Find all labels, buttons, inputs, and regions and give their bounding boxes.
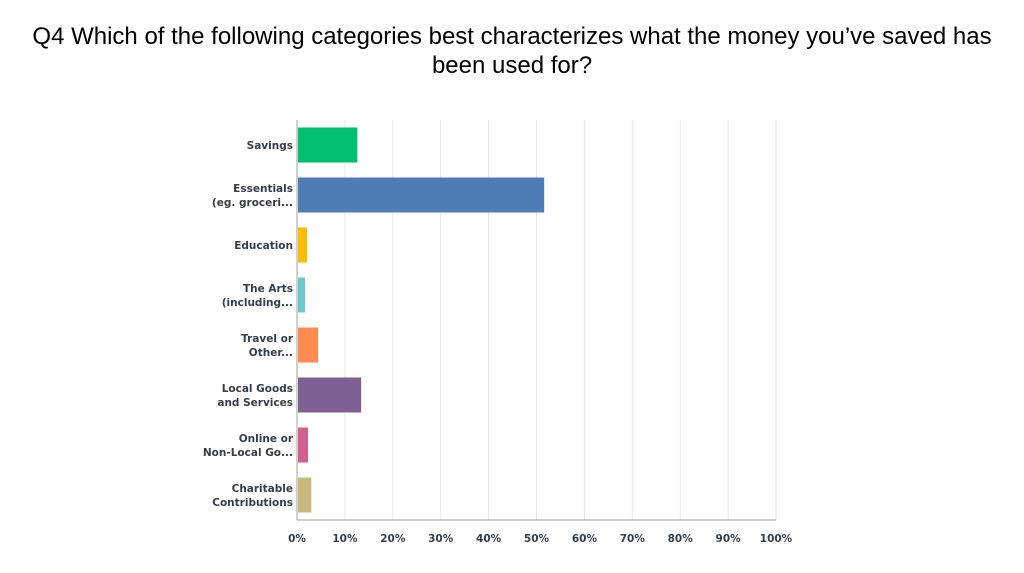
- category-label: Education: [234, 240, 293, 252]
- bar: [298, 327, 319, 363]
- bar: [298, 427, 309, 463]
- x-tick-label: 70%: [620, 533, 646, 545]
- category-label: Travel or Other...: [241, 333, 294, 359]
- bar: [298, 177, 545, 213]
- category-label: Charitable Contributions: [212, 483, 293, 509]
- x-tick-label: 0%: [288, 533, 306, 545]
- bar: [298, 477, 312, 513]
- bar: [298, 227, 308, 263]
- category-label: Online or Non-Local Go...: [203, 433, 294, 459]
- bar: [298, 127, 358, 163]
- tick-labels: 0% 10% 20% 30% 40% 50% 60% 70% 80% 90% 100%: [288, 533, 793, 545]
- x-tick-label: 30%: [428, 533, 454, 545]
- bar-series: [298, 127, 545, 513]
- axes: [296, 120, 776, 521]
- category-labels: Savings Essentials (eg. groceri... Educatio…: [203, 140, 294, 509]
- x-tick-label: 100%: [760, 533, 793, 545]
- x-tick-label: 80%: [668, 533, 694, 545]
- bar: [298, 277, 306, 313]
- category-label: Local Goods and Services: [217, 383, 293, 409]
- category-label: Essentials (eg. groceri...: [212, 183, 293, 209]
- x-tick-label: 50%: [524, 533, 550, 545]
- x-tick-label: 20%: [380, 533, 406, 545]
- x-tick-label: 10%: [332, 533, 358, 545]
- x-tick-label: 90%: [716, 533, 742, 545]
- chart-title: Q4 Which of the following categories bes…: [32, 23, 992, 79]
- x-tick-label: 40%: [476, 533, 502, 545]
- bar: [298, 377, 362, 413]
- category-label: Savings: [247, 140, 293, 152]
- x-tick-label: 60%: [572, 533, 598, 545]
- category-label: The Arts (including...: [222, 283, 293, 309]
